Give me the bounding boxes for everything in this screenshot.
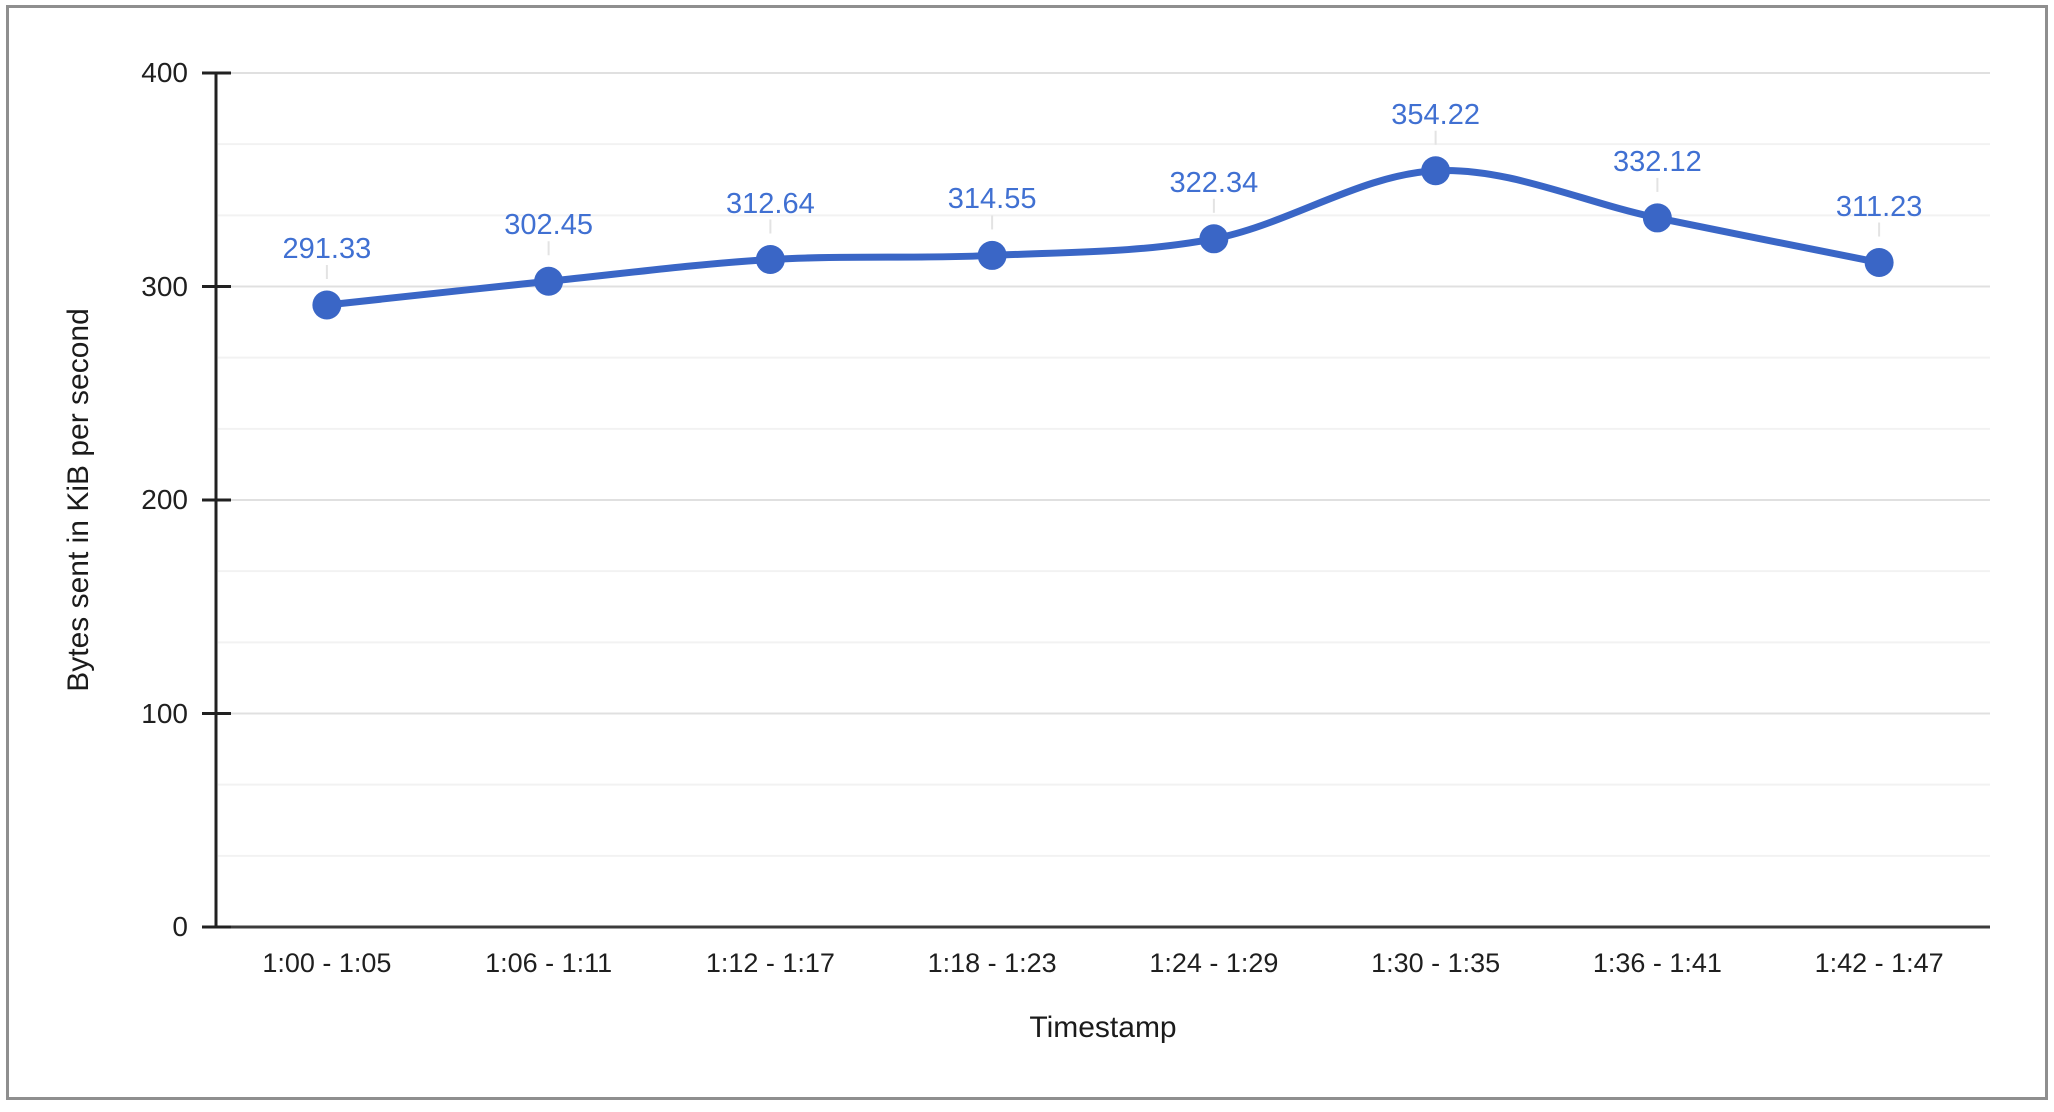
x-tick-label: 1:42 - 1:47: [1814, 948, 1944, 978]
data-point: [1199, 224, 1229, 254]
data-point: [755, 245, 785, 275]
data-point-label: 332.12: [1613, 145, 1702, 178]
data-point: [312, 290, 342, 320]
y-tick-label: 100: [141, 697, 188, 729]
x-tick-label: 1:18 - 1:23: [927, 948, 1057, 978]
data-point-label: 291.33: [282, 233, 372, 265]
x-tick-label: 1:24 - 1:29: [1149, 948, 1279, 978]
data-point: [977, 240, 1007, 270]
data-point-label: 312.64: [726, 187, 815, 220]
data-point: [1864, 248, 1894, 278]
x-tick-label: 1:00 - 1:05: [262, 948, 392, 978]
data-point-label: 322.34: [1169, 166, 1259, 199]
data-point-label: 314.55: [947, 183, 1037, 216]
x-tick-label: 1:06 - 1:11: [485, 948, 613, 978]
data-point: [1421, 156, 1451, 186]
data-point-label: 302.45: [504, 209, 593, 242]
x-axis-title: Timestamp: [1029, 1011, 1177, 1044]
y-tick-label: 300: [141, 270, 188, 302]
y-tick-label: 400: [141, 57, 188, 88]
data-point-label: 311.23: [1835, 190, 1923, 223]
chart-frame: [6, 5, 2048, 1100]
x-tick-label: 1:30 - 1:35: [1371, 948, 1501, 978]
series-line: [323, 167, 1883, 309]
x-tick-label: 1:36 - 1:41: [1592, 948, 1722, 978]
data-point: [534, 266, 564, 296]
y-tick-label: 200: [141, 484, 188, 515]
data-point-label: 354.22: [1391, 98, 1480, 131]
data-point: [1642, 203, 1672, 233]
x-tick-label: 1:12 - 1:17: [705, 948, 835, 978]
y-axis-title: Bytes sent in KiB per second: [62, 308, 95, 692]
y-tick-label: 0: [172, 911, 188, 942]
